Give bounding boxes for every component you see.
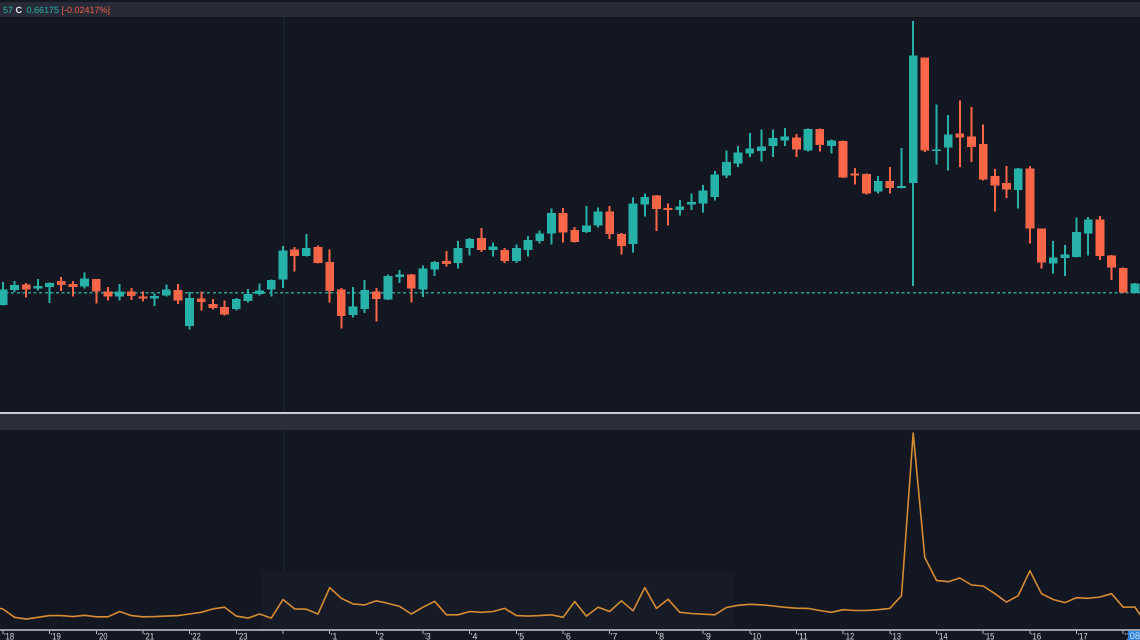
svg-text:'4: '4: [471, 631, 478, 640]
svg-text:'15: '15: [984, 631, 994, 640]
svg-text:'23: '23: [238, 631, 248, 640]
svg-text:'8: '8: [658, 631, 665, 640]
svg-text:'5: '5: [518, 631, 525, 640]
svg-text:'7: '7: [611, 631, 618, 640]
svg-text:'16: '16: [1031, 631, 1041, 640]
svg-text:'10: '10: [751, 631, 761, 640]
svg-text:'14: '14: [938, 631, 948, 640]
svg-text:'6: '6: [564, 631, 571, 640]
svg-text:'22: '22: [191, 631, 201, 640]
svg-text:'1: '1: [1124, 631, 1131, 640]
svg-text:'18: '18: [4, 631, 14, 640]
svg-text:'21: '21: [144, 631, 154, 640]
svg-text:'20: '20: [98, 631, 108, 640]
svg-text:'3: '3: [424, 631, 431, 640]
svg-text:'9: '9: [704, 631, 711, 640]
svg-text:'1: '1: [331, 631, 338, 640]
svg-text:'2: '2: [378, 631, 385, 640]
svg-text:'19: '19: [51, 631, 61, 640]
svg-text:08: 08: [1130, 631, 1140, 640]
svg-text:'12: '12: [844, 631, 854, 640]
svg-text:'11: '11: [798, 631, 808, 640]
svg-text:'17: '17: [1078, 631, 1088, 640]
svg-text:'13: '13: [891, 631, 901, 640]
